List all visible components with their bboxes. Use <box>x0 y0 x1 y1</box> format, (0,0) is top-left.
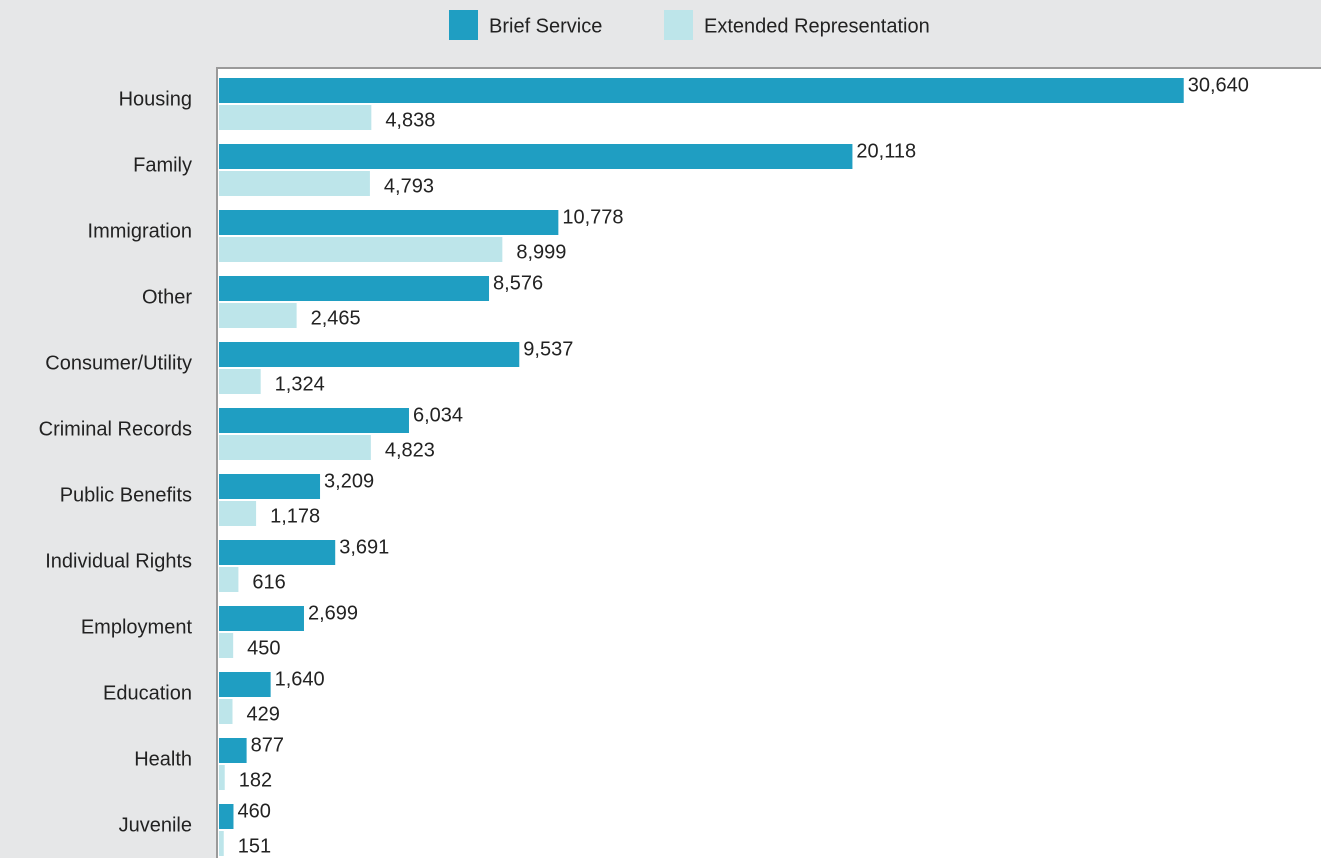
bar <box>219 699 233 724</box>
data-label: 2,465 <box>311 307 361 329</box>
legend-label: Brief Service <box>489 15 602 37</box>
bar <box>219 408 409 433</box>
y-tick-label: Individual Rights <box>45 550 192 572</box>
data-label: 4,793 <box>384 175 434 197</box>
y-tick-label: Family <box>133 154 192 176</box>
y-tick-label: Consumer/Utility <box>45 352 192 374</box>
y-tick-label: Immigration <box>88 220 192 242</box>
bar <box>219 342 520 367</box>
bar <box>219 78 1184 103</box>
bar <box>219 567 239 592</box>
data-label: 10,778 <box>562 206 623 228</box>
data-label: 6,034 <box>413 404 463 426</box>
bar <box>219 171 370 196</box>
y-tick-label: Health <box>134 748 192 770</box>
data-label: 1,178 <box>270 505 320 527</box>
bar <box>219 474 321 499</box>
data-label: 9,537 <box>523 338 573 360</box>
plot-area <box>217 68 1321 858</box>
data-label: 151 <box>238 835 271 857</box>
data-label: 1,640 <box>275 668 325 690</box>
legend-label: Extended Representation <box>704 15 930 37</box>
bar <box>219 435 371 460</box>
bar <box>219 501 257 526</box>
data-label: 20,118 <box>856 140 916 162</box>
bar <box>219 237 503 262</box>
data-label: 2,699 <box>308 602 358 624</box>
legend-swatch <box>449 10 478 40</box>
data-label: 4,838 <box>385 109 435 131</box>
bar <box>219 144 853 169</box>
bar <box>219 606 304 631</box>
data-label: 460 <box>237 800 270 822</box>
data-label: 877 <box>251 734 284 756</box>
data-label: 616 <box>252 571 285 593</box>
y-tick-label: Other <box>142 286 192 308</box>
data-label: 30,640 <box>1188 74 1249 96</box>
data-label: 182 <box>239 769 272 791</box>
bar <box>219 831 224 856</box>
y-tick-label: Criminal Records <box>39 418 192 440</box>
y-tick-label: Housing <box>119 88 192 110</box>
bar <box>219 276 490 301</box>
data-label: 429 <box>247 703 280 725</box>
bar <box>219 672 271 697</box>
y-tick-label: Education <box>103 682 192 704</box>
data-label: 450 <box>247 637 280 659</box>
bar <box>219 633 234 658</box>
y-tick-label: Juvenile <box>119 814 192 836</box>
bar <box>219 303 297 328</box>
bar <box>219 765 225 790</box>
data-label: 3,209 <box>324 470 374 492</box>
bar <box>219 210 559 235</box>
bar <box>219 804 234 829</box>
bar <box>219 738 247 763</box>
y-tick-label: Employment <box>81 616 193 638</box>
y-tick-label: Public Benefits <box>60 484 192 506</box>
data-label: 8,999 <box>516 241 566 263</box>
bar <box>219 105 372 130</box>
data-label: 4,823 <box>385 439 435 461</box>
bar <box>219 369 261 394</box>
data-label: 1,324 <box>275 373 325 395</box>
data-label: 8,576 <box>493 272 543 294</box>
bar <box>219 540 336 565</box>
data-label: 3,691 <box>339 536 389 558</box>
legend-swatch <box>664 10 693 40</box>
